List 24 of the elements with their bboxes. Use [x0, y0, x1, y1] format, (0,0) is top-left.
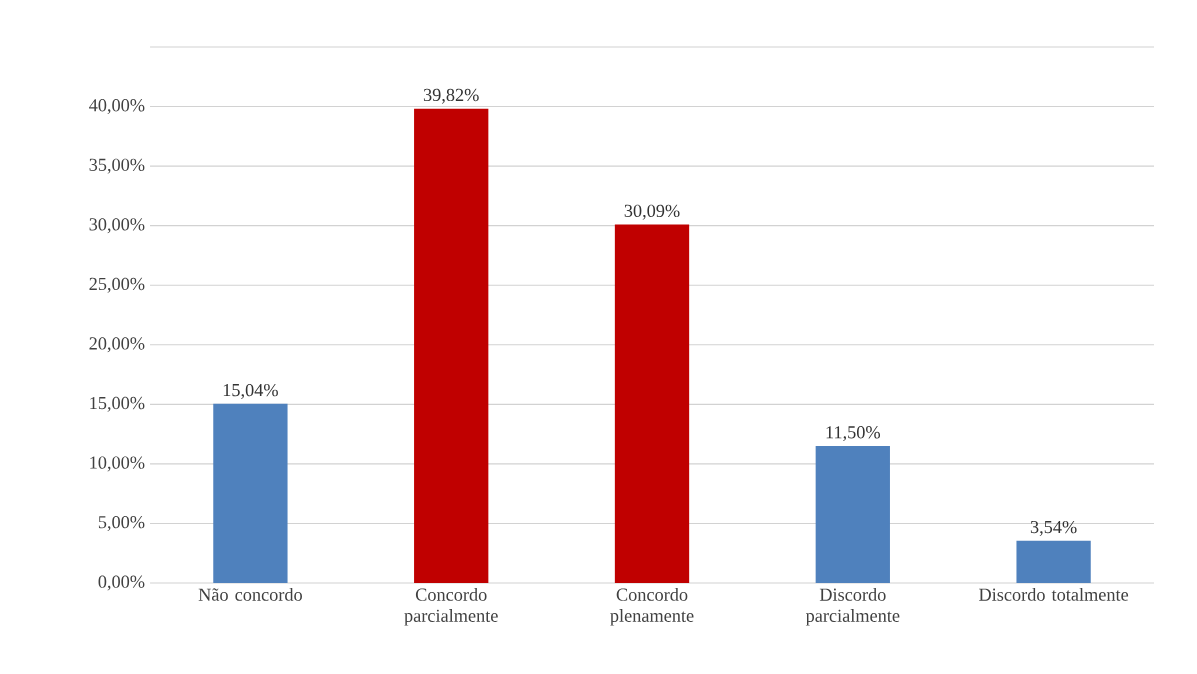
data-label: 11,50%: [826, 426, 881, 442]
y-tick-label: 10,00%: [90, 456, 145, 472]
y-tick-label: 25,00%: [89, 277, 145, 293]
data-label: 15,04%: [223, 383, 278, 399]
bar: [213, 403, 288, 583]
bar: [815, 446, 890, 583]
data-label: 30,09%: [624, 204, 680, 220]
x-tick-label: Discordo parcialmente: [805, 587, 900, 626]
data-label: 3,54%: [1030, 520, 1077, 536]
x-tick-label: Discordo totalmente: [979, 587, 1129, 601]
bar: [1016, 540, 1091, 583]
data-label: 39,82%: [423, 88, 479, 104]
y-tick-label: 35,00%: [89, 158, 145, 174]
bar: [614, 224, 690, 583]
x-tick-label: Não concordo: [198, 587, 302, 601]
y-tick-label: 5,00%: [98, 515, 145, 531]
y-tick-label: 0,00%: [98, 575, 145, 591]
bar: [414, 108, 489, 583]
y-tick-label: 30,00%: [89, 218, 145, 234]
y-tick-label: 20,00%: [89, 337, 145, 353]
y-tick-label: 40,00%: [89, 99, 145, 115]
x-tick-label: Concordo plenamente: [610, 587, 694, 626]
y-tick-label: 15,00%: [90, 396, 145, 412]
x-tick-label: Concordo parcialmente: [404, 587, 498, 626]
